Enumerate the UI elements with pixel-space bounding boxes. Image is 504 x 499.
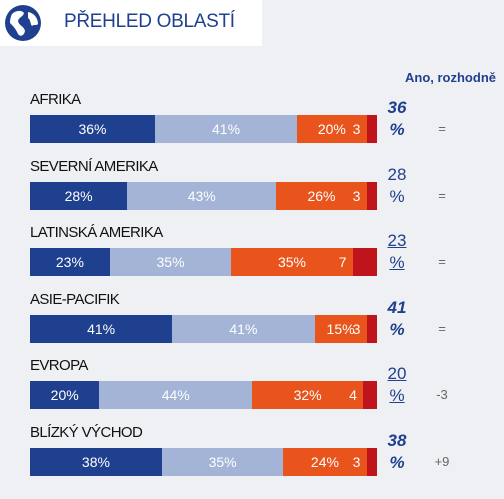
top-value: 41 % <box>387 297 407 339</box>
data-label: 20% <box>50 387 79 404</box>
bar-segment: 3 <box>353 115 377 143</box>
change: = <box>438 121 446 136</box>
data-label: 3 <box>352 187 361 204</box>
region-label: SEVERNÍ AMERIKA <box>30 157 158 175</box>
data-label: 35% <box>208 454 237 470</box>
bar-segment: 35% <box>231 248 353 277</box>
top-value: 38 % <box>387 431 407 472</box>
bar-segment: 35% <box>109 248 232 277</box>
region-label: AFRIKA <box>30 91 81 108</box>
change: +9 <box>434 454 450 469</box>
data-label: 4 <box>349 387 357 404</box>
chart-title: PŘEHLED OBLASTÍ <box>64 11 235 32</box>
data-label: 3 <box>352 121 361 137</box>
bar-segment: 36% <box>30 115 155 143</box>
data-label: 26% <box>307 187 336 204</box>
data-label: 41% <box>87 320 116 337</box>
bar-segment: 41% <box>30 314 173 343</box>
bar-segment: 44% <box>99 381 253 410</box>
region-label: BLÍZKÝ VÝCHOD <box>30 424 143 441</box>
bar-segment: 38% <box>30 448 162 476</box>
bar-segment: 32% <box>252 381 364 410</box>
globe-icon <box>5 5 41 41</box>
bar-segment: 43% <box>127 181 277 210</box>
change: = <box>438 187 446 203</box>
header: PŘEHLED OBLASTÍ <box>0 0 262 46</box>
bar-segment: 20% <box>30 381 100 410</box>
data-label: 28% <box>64 187 93 204</box>
region-label: ASIE-PACIFIK <box>30 290 120 308</box>
column-header: Ano, rozhodně <box>405 70 496 85</box>
bar-segment: 41% <box>154 115 298 143</box>
data-label: 24% <box>310 454 339 470</box>
data-label: 41% <box>212 121 241 137</box>
change: -3 <box>436 387 448 403</box>
bar-segment: 3 <box>353 181 377 210</box>
bar-segment: 41% <box>172 314 315 343</box>
data-label: 43% <box>187 187 216 204</box>
data-label: 36% <box>78 121 107 137</box>
data-label: 15% <box>326 320 355 337</box>
top-value: 23 % <box>387 231 407 273</box>
region-label: LATINSKÁ AMERIKA <box>30 224 163 242</box>
data-label: 3 <box>352 454 361 470</box>
top-value: 36 % <box>387 98 407 139</box>
bar-segment: 15% <box>314 314 367 343</box>
bar-segment: 28% <box>30 181 128 210</box>
data-label: 35% <box>277 254 306 271</box>
region-label: EVROPA <box>30 357 88 375</box>
data-label: 38% <box>81 454 110 470</box>
bar-segment: 35% <box>161 448 284 476</box>
data-label: 41% <box>229 320 258 337</box>
data-label: 3 <box>352 320 361 337</box>
top-value: 28 % <box>387 164 407 206</box>
bar-segment: 26% <box>276 181 367 210</box>
bar-segment: 3 <box>353 448 377 476</box>
bar-segment: 7 <box>339 248 377 277</box>
change: = <box>438 254 446 270</box>
data-label: 32% <box>293 387 322 404</box>
bar-segment: 4 <box>349 381 377 410</box>
bar-segment: 23% <box>30 248 110 277</box>
data-label: 7 <box>338 254 347 271</box>
change: = <box>438 320 446 336</box>
data-label: 44% <box>161 387 190 404</box>
bar-segment: 20% <box>297 115 367 143</box>
top-value: 20 % <box>387 364 407 406</box>
data-label: 20% <box>317 121 346 137</box>
data-label: 23% <box>55 254 84 271</box>
data-label: 35% <box>156 254 185 271</box>
bar-segment: 24% <box>283 448 367 476</box>
bar-segment: 3 <box>353 314 377 343</box>
